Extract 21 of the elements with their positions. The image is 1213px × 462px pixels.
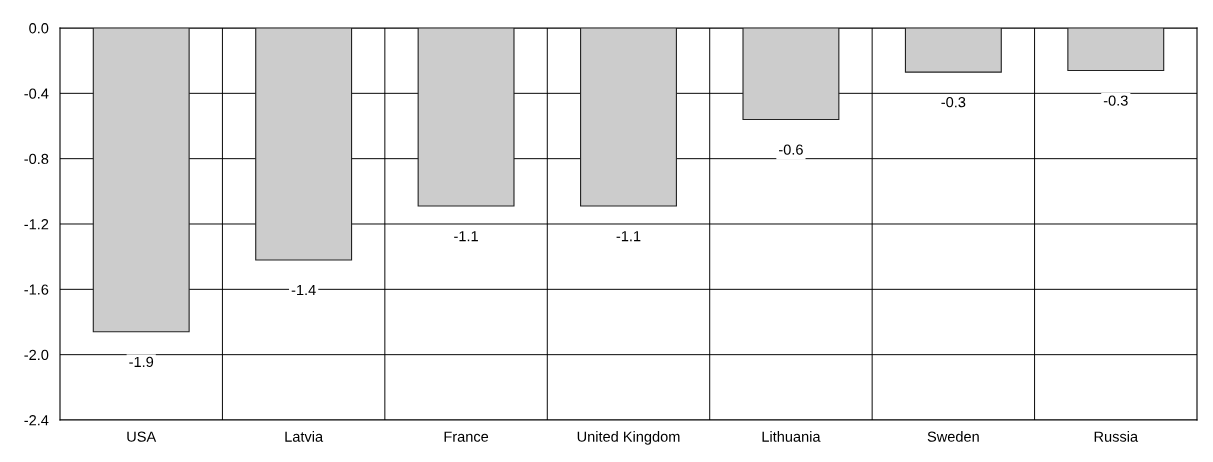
- y-tick-label: 0.0: [29, 23, 49, 34]
- y-tick-label: -2.4: [24, 415, 49, 426]
- x-tick-label: Latvia: [285, 431, 324, 442]
- y-tick-label: -0.8: [24, 153, 49, 165]
- data-label: -0.6: [779, 144, 803, 155]
- data-label: -1.4: [291, 285, 316, 296]
- data-label: -1.1: [616, 231, 641, 242]
- x-tick-label: United Kingdom: [577, 431, 680, 445]
- data-label: -0.3: [1103, 95, 1128, 106]
- data-label: -0.3: [941, 97, 966, 108]
- data-label: -1.9: [129, 356, 154, 368]
- x-tick-label: Lithuania: [762, 431, 821, 442]
- x-tick-label: France: [444, 431, 489, 442]
- y-tick-label: -0.4: [24, 88, 49, 99]
- x-tick-label: USA: [127, 431, 157, 442]
- y-tick-label: -1.6: [24, 284, 49, 295]
- data-label: -1.1: [454, 231, 478, 242]
- y-tick-label: -1.2: [24, 219, 49, 230]
- x-tick-label: Sweden: [927, 431, 979, 442]
- x-tick-label: Russia: [1094, 431, 1139, 442]
- y-tick-label: -2.0: [24, 349, 49, 361]
